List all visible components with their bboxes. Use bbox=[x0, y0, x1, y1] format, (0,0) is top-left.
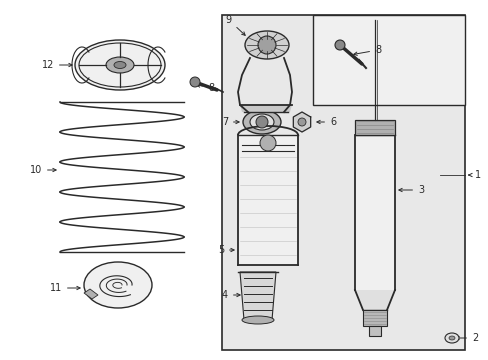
Circle shape bbox=[260, 135, 275, 151]
Ellipse shape bbox=[244, 31, 288, 59]
Polygon shape bbox=[240, 105, 291, 112]
Ellipse shape bbox=[444, 333, 458, 343]
Polygon shape bbox=[354, 135, 394, 290]
Circle shape bbox=[258, 36, 275, 54]
Polygon shape bbox=[240, 272, 275, 320]
Polygon shape bbox=[354, 290, 394, 310]
Ellipse shape bbox=[84, 262, 152, 308]
Ellipse shape bbox=[242, 316, 273, 324]
Ellipse shape bbox=[448, 336, 454, 340]
Text: 12: 12 bbox=[41, 60, 72, 70]
Text: 7: 7 bbox=[221, 117, 239, 127]
Circle shape bbox=[256, 116, 267, 128]
Text: 1: 1 bbox=[468, 170, 480, 180]
FancyBboxPatch shape bbox=[222, 15, 464, 350]
Text: 8: 8 bbox=[353, 45, 380, 55]
Polygon shape bbox=[293, 112, 310, 132]
Polygon shape bbox=[238, 135, 297, 265]
Polygon shape bbox=[354, 120, 394, 135]
Polygon shape bbox=[362, 310, 386, 326]
Text: 11: 11 bbox=[50, 283, 80, 293]
FancyBboxPatch shape bbox=[312, 15, 464, 105]
Text: 8: 8 bbox=[196, 83, 214, 93]
Ellipse shape bbox=[249, 114, 273, 130]
Text: 9: 9 bbox=[225, 15, 244, 35]
Polygon shape bbox=[368, 326, 380, 336]
Text: 6: 6 bbox=[316, 117, 335, 127]
Text: 3: 3 bbox=[398, 185, 423, 195]
Ellipse shape bbox=[75, 40, 164, 90]
Text: 2: 2 bbox=[455, 333, 477, 343]
Text: 10: 10 bbox=[30, 165, 56, 175]
Ellipse shape bbox=[243, 110, 281, 134]
Polygon shape bbox=[84, 289, 98, 299]
Ellipse shape bbox=[114, 62, 126, 68]
Text: 4: 4 bbox=[222, 290, 240, 300]
Circle shape bbox=[334, 40, 345, 50]
Text: 5: 5 bbox=[217, 245, 234, 255]
Ellipse shape bbox=[106, 57, 134, 73]
Circle shape bbox=[190, 77, 200, 87]
Circle shape bbox=[297, 118, 305, 126]
